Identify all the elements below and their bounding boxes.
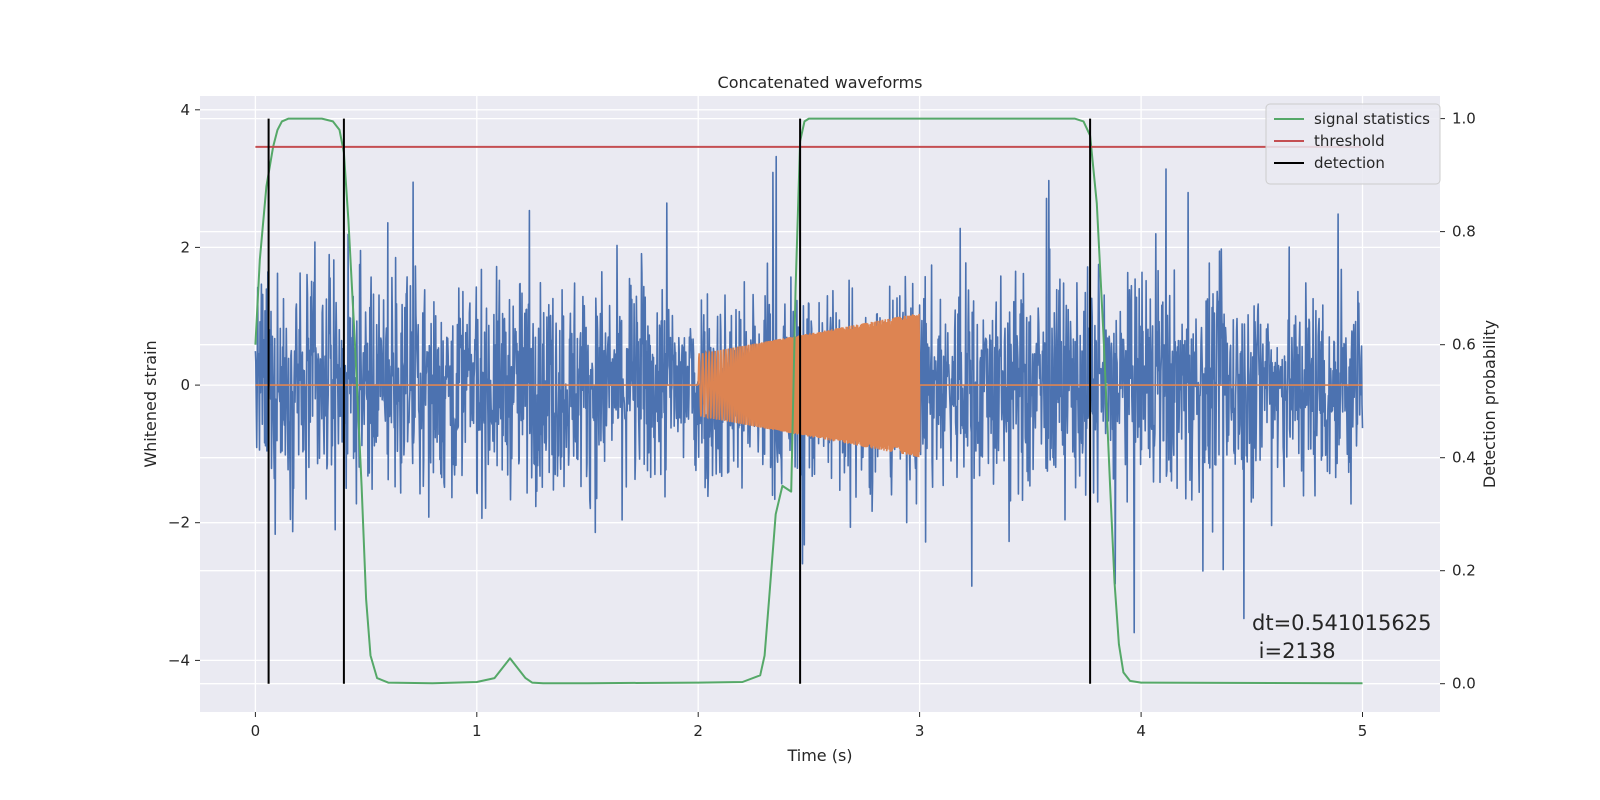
injected-chirp-line	[255, 313, 1363, 458]
y2-tick-label-5: 1.0	[1452, 110, 1476, 128]
y-tick-label-1: −2	[168, 514, 190, 532]
chart-title: Concatenated waveforms	[718, 73, 923, 92]
y-tick-label-3: 2	[180, 238, 190, 256]
annotation-dt: dt=0.541015625	[1252, 611, 1431, 635]
x-tick-label-2: 2	[693, 722, 703, 740]
y2-tick-label-4: 0.8	[1452, 223, 1476, 241]
legend-label-threshold: threshold	[1314, 132, 1385, 150]
y-tick-label-4: 4	[180, 101, 190, 119]
annotation-index: i=2138	[1252, 639, 1336, 663]
y2-axis-label: Detection probability	[1480, 320, 1499, 488]
y2-tick-label-0: 0.0	[1452, 675, 1476, 693]
x-axis-label: Time (s)	[786, 746, 852, 765]
legend-label-signal-statistics: signal statistics	[1314, 110, 1430, 128]
ticks: 0 1 2 3 4 5 −4 −2 0 2 4 0.0 0.2 0.4 0.6 0.8 1.0	[168, 101, 1476, 740]
y2-tick-label-2: 0.4	[1452, 449, 1476, 467]
y2-tick-label-3: 0.6	[1452, 336, 1476, 354]
strain-noise-line	[254, 155, 1364, 634]
x-tick-label-0: 0	[251, 722, 261, 740]
legend-label-detection: detection	[1314, 154, 1385, 172]
x-tick-label-3: 3	[915, 722, 925, 740]
x-tick-label-4: 4	[1136, 722, 1146, 740]
y2-tick-label-1: 0.2	[1452, 562, 1476, 580]
x-tick-label-1: 1	[472, 722, 482, 740]
series-layer	[254, 117, 1364, 685]
legend-frame	[1265, 103, 1441, 185]
y-axis-label: Whitened strain	[141, 340, 160, 467]
x-tick-label-5: 5	[1358, 722, 1368, 740]
y-tick-label-2: 0	[180, 376, 190, 394]
legend: signal statistics threshold detection	[1265, 103, 1441, 185]
y-tick-label-0: −4	[168, 651, 190, 669]
